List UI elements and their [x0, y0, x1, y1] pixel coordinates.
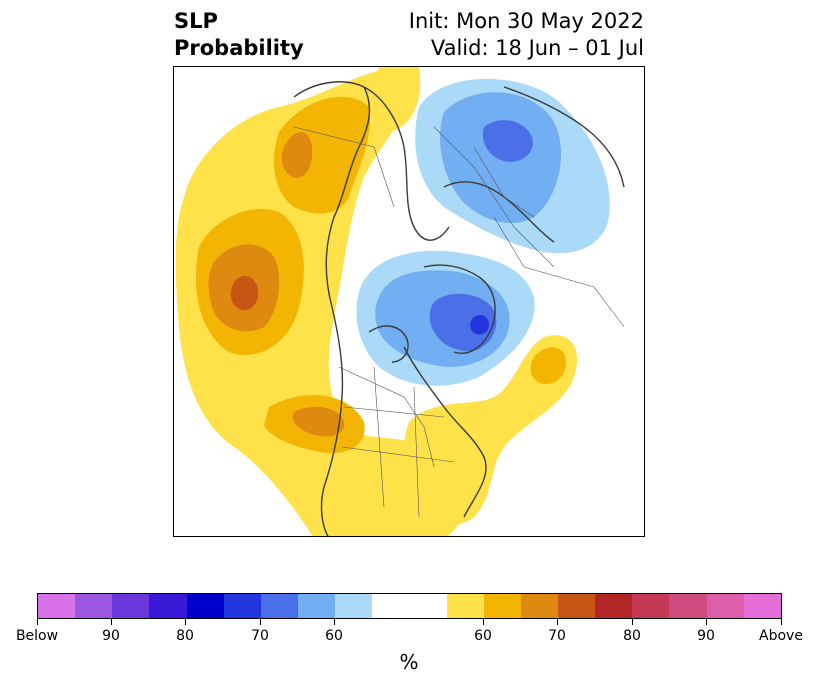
colorbar-tick — [185, 619, 186, 625]
colorbar-segment — [297, 594, 336, 618]
colorbar — [37, 593, 782, 619]
colorbar-tick — [334, 619, 335, 625]
colorbar-tick-label: 80 — [176, 628, 194, 644]
colorbar-tick — [111, 619, 112, 625]
colorbar-segment — [186, 594, 224, 618]
colorbar-tick-label: 70 — [548, 628, 566, 644]
colorbar-segment — [75, 594, 113, 618]
colorbar-segment — [483, 594, 521, 618]
probability-map — [173, 66, 645, 537]
colorbar-tick — [37, 619, 38, 625]
colorbar-tick-label: 90 — [697, 628, 715, 644]
greenland-below-70 — [429, 293, 497, 352]
map-canvas — [175, 67, 625, 536]
colorbar-segment — [372, 594, 410, 618]
colorbar-tick — [557, 619, 558, 625]
colorbar-tick-label: 60 — [474, 628, 492, 644]
above-normal-shading — [175, 67, 578, 536]
init-date: Init: Mon 30 May 2022 — [408, 9, 644, 33]
colorbar-tick — [781, 619, 782, 625]
colorbar-segment — [112, 594, 150, 618]
atlantic-above-65 — [530, 347, 566, 385]
westcoast-above-70 — [292, 406, 345, 437]
colorbar-segment — [335, 594, 373, 618]
colorbar-tick — [632, 619, 633, 625]
valid-range: Valid: 18 Jun – 01 Jul — [430, 36, 644, 60]
north-above-60 — [375, 67, 421, 132]
pacific-above-75 — [230, 275, 259, 311]
colorbar-tick — [483, 619, 484, 625]
title-kind: Probability — [174, 36, 304, 60]
colorbar-tick-label: Below — [15, 628, 59, 644]
colorbar-segment — [38, 594, 76, 618]
alaska-above-70 — [281, 132, 313, 178]
map-dates: Init: Mon 30 May 2022 Valid: 18 Jun – 01… — [409, 8, 644, 62]
political-borders — [293, 126, 625, 518]
colorbar-tick-label: 70 — [251, 628, 269, 644]
colorbar-segment — [520, 594, 558, 618]
colorbar-segment — [595, 594, 633, 618]
siberia-below-70 — [482, 120, 533, 162]
colorbar-segment — [446, 594, 484, 618]
greenland-below-75 — [470, 315, 490, 335]
atlantic-above-60 — [403, 335, 578, 526]
colorbar-segment — [557, 594, 596, 618]
colorbar-tick-label: 90 — [102, 628, 120, 644]
colorbar-segment — [409, 594, 447, 618]
colorbar-segment — [669, 594, 707, 618]
colorbar-segment — [260, 594, 298, 618]
colorbar-segment — [223, 594, 261, 618]
pacific-above-60 — [175, 67, 465, 536]
colorbar-tick-label: 80 — [623, 628, 641, 644]
title-variable: SLP — [174, 9, 218, 33]
colorbar-tick — [706, 619, 707, 625]
coastlines — [293, 81, 625, 536]
colorbar-tick — [260, 619, 261, 625]
colorbar-unit: % — [399, 650, 419, 674]
colorbar-segment — [149, 594, 187, 618]
below-normal-shading — [356, 78, 610, 386]
colorbar-segment — [706, 594, 744, 618]
map-title: SLP Probability — [174, 8, 304, 62]
colorbar-tick-label: 60 — [325, 628, 343, 644]
colorbar-tick-label: Above — [759, 628, 803, 644]
colorbar-segment — [743, 594, 781, 618]
colorbar-segment — [632, 594, 670, 618]
